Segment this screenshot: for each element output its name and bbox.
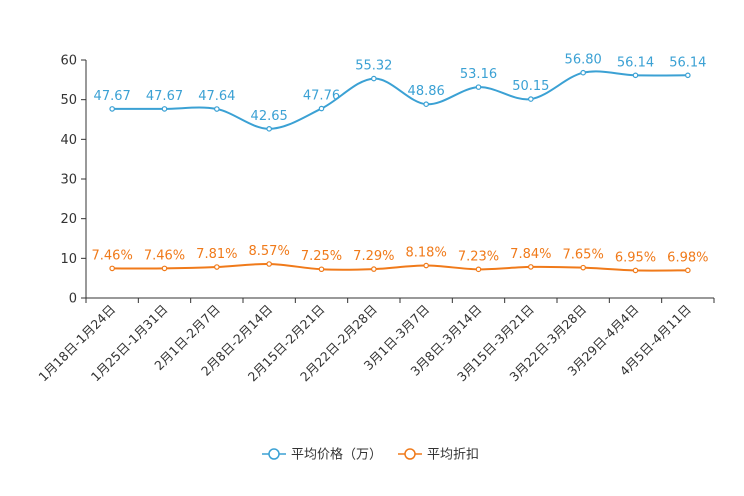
data-point bbox=[528, 96, 534, 102]
data-label: 56.14 bbox=[617, 55, 654, 70]
legend-label: 平均折扣 bbox=[427, 448, 479, 463]
data-label: 7.46% bbox=[92, 248, 133, 263]
legend-marker bbox=[268, 448, 280, 460]
data-label: 55.32 bbox=[355, 59, 392, 74]
data-label: 47.76 bbox=[303, 89, 340, 104]
y-tick-label: 0 bbox=[69, 292, 77, 307]
data-point bbox=[109, 265, 115, 272]
data-label: 7.81% bbox=[196, 247, 237, 262]
y-tick-label: 20 bbox=[60, 212, 77, 227]
legend-marker bbox=[404, 448, 416, 460]
y-tick-label: 10 bbox=[60, 252, 77, 267]
data-point bbox=[632, 72, 639, 79]
y-tick-label: 50 bbox=[60, 93, 77, 108]
data-label: 50.15 bbox=[512, 79, 549, 94]
data-point bbox=[371, 75, 377, 82]
data-label: 7.23% bbox=[458, 249, 499, 264]
data-point bbox=[423, 262, 429, 269]
data-point bbox=[475, 266, 482, 273]
axes: 01020304050601月18日-1月24日1月25日-1月31日2月1日-… bbox=[35, 54, 715, 384]
data-labels: 47.67 47.67 47.64 42.65 47.76 55.32 48.86 53.16… bbox=[92, 53, 709, 266]
data-label: 47.67 bbox=[146, 89, 183, 104]
data-point bbox=[580, 69, 586, 76]
y-tick-label: 40 bbox=[60, 133, 77, 148]
legend: 平均价格（万） 平均折扣 bbox=[262, 447, 479, 463]
data-label: 8.18% bbox=[406, 246, 447, 261]
y-tick-label: 30 bbox=[60, 173, 77, 188]
data-label: 7.84% bbox=[510, 247, 551, 262]
data-point bbox=[475, 84, 482, 90]
data-label: 47.64 bbox=[198, 89, 235, 104]
series-line-1 bbox=[112, 262, 688, 272]
legend-label: 平均价格（万） bbox=[291, 447, 382, 463]
legend-item-1: 平均折扣 bbox=[398, 448, 479, 463]
data-point bbox=[632, 267, 639, 274]
data-point bbox=[685, 267, 691, 274]
data-point bbox=[580, 264, 586, 271]
data-point bbox=[423, 101, 429, 107]
y-tick-label: 60 bbox=[60, 54, 77, 69]
data-label: 48.86 bbox=[408, 84, 445, 99]
data-label: 47.67 bbox=[94, 89, 131, 104]
data-label: 8.57% bbox=[249, 244, 290, 259]
data-label: 7.29% bbox=[353, 249, 394, 264]
data-point bbox=[685, 72, 691, 79]
data-label: 7.25% bbox=[301, 249, 342, 264]
data-point bbox=[528, 264, 534, 270]
data-point bbox=[109, 106, 115, 112]
data-label: 6.98% bbox=[667, 250, 708, 265]
data-point bbox=[266, 126, 272, 132]
data-point bbox=[318, 105, 325, 112]
data-point bbox=[266, 261, 272, 267]
series-layer bbox=[109, 69, 691, 274]
data-point bbox=[214, 264, 220, 270]
data-label: 53.16 bbox=[460, 67, 497, 82]
data-label: 42.65 bbox=[251, 109, 288, 124]
data-point bbox=[161, 106, 168, 112]
data-label: 56.80 bbox=[565, 53, 602, 68]
data-label: 6.95% bbox=[615, 250, 656, 265]
data-point bbox=[371, 266, 377, 272]
data-label: 56.14 bbox=[669, 55, 706, 70]
data-label: 7.65% bbox=[563, 248, 604, 263]
data-point bbox=[318, 266, 325, 273]
data-label: 7.46% bbox=[144, 248, 185, 263]
data-point bbox=[214, 106, 220, 112]
legend-item-0: 平均价格（万） bbox=[262, 447, 382, 463]
data-point bbox=[161, 265, 168, 272]
